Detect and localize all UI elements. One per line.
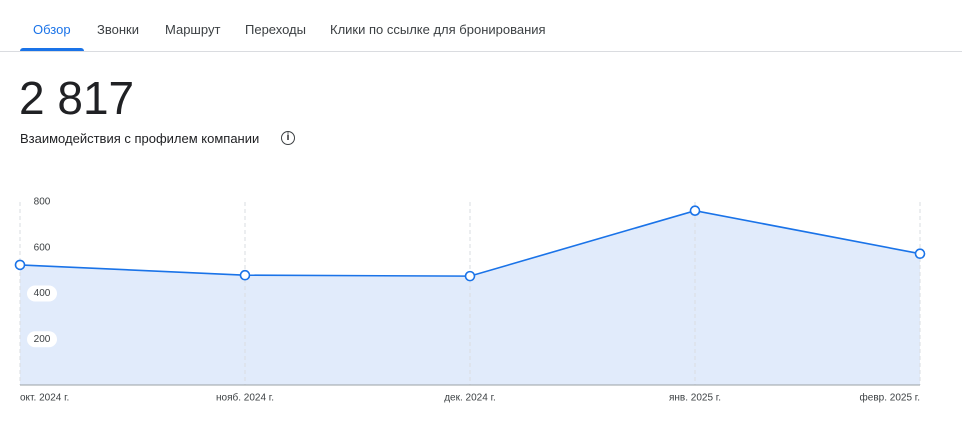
y-tick-bg bbox=[27, 331, 57, 348]
point bbox=[914, 248, 926, 259]
y-tick-label: 400 bbox=[34, 288, 51, 299]
tab[interactable]: Маршрут bbox=[165, 22, 221, 37]
point bbox=[14, 259, 26, 271]
y-tick-label: 200 bbox=[34, 334, 51, 345]
y-tick-bg bbox=[27, 285, 57, 302]
x-tick-label: янв. 2025 г. bbox=[669, 393, 721, 404]
x-tick-label: окт. 2024 г. bbox=[20, 393, 69, 404]
x-tick-label: дек. 2024 г. bbox=[444, 393, 496, 404]
metric-value: 2 817 bbox=[19, 72, 135, 124]
y-tick-label: 800 bbox=[34, 197, 51, 208]
tab[interactable]: Переходы bbox=[245, 22, 306, 37]
tab-bar: Обзор Звонки Маршрут Переходы Клики по ссылк… bbox=[0, 0, 962, 52]
point bbox=[239, 269, 251, 281]
tab[interactable]: Звонки bbox=[97, 22, 139, 37]
tab[interactable]: Обзор bbox=[33, 22, 71, 37]
info-icon[interactable]: i bbox=[281, 131, 295, 145]
y-tick-bg bbox=[27, 194, 57, 210]
x-tick-label: февр. 2025 г. bbox=[860, 392, 920, 404]
active-tab-indicator bbox=[20, 48, 84, 51]
tab[interactable]: Клики по ссылке для бронирования bbox=[330, 22, 546, 37]
y-tick-label: 600 bbox=[34, 242, 51, 253]
point bbox=[689, 205, 701, 216]
x-tick-label: нояб. 2024 г. bbox=[216, 392, 274, 404]
point bbox=[464, 270, 476, 282]
metric-label: Взаимодействия с профилем компании bbox=[20, 131, 260, 146]
y-tick-bg bbox=[27, 239, 57, 256]
